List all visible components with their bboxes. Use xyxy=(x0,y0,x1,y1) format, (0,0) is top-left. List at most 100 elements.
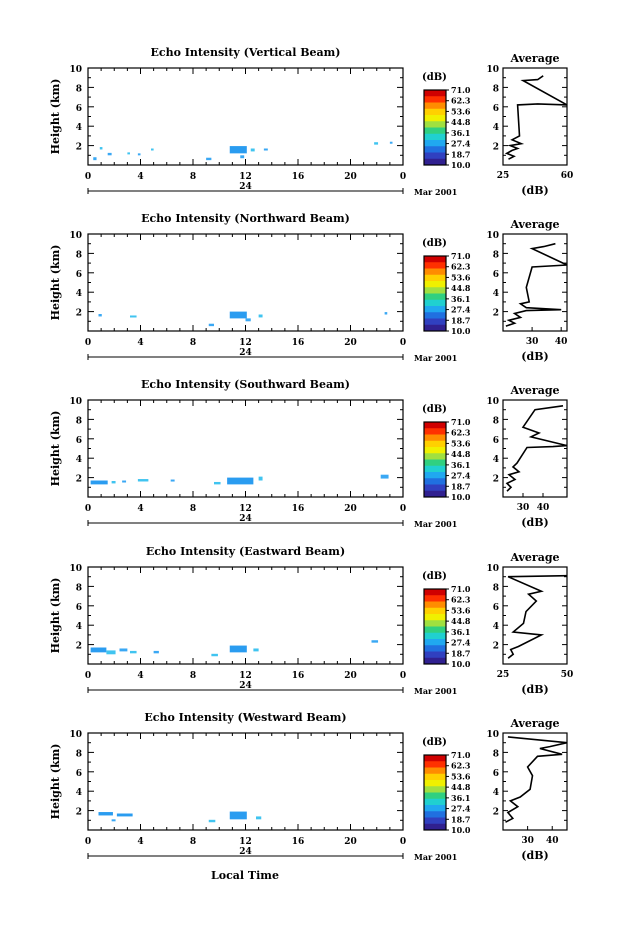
colorbar-band xyxy=(424,133,446,141)
echo-patch xyxy=(208,323,214,327)
echo-patch xyxy=(208,819,216,823)
colorbar-level: 10.0 xyxy=(451,825,471,835)
x-tick-label: 0 xyxy=(85,172,91,182)
echo-patch xyxy=(245,318,251,322)
avg-frame xyxy=(502,732,568,831)
colorbar-band xyxy=(424,306,446,313)
colorbar-level: 53.6 xyxy=(451,438,471,448)
colorbar-level: 18.7 xyxy=(451,648,470,658)
colorbar-level: 10.0 xyxy=(451,492,471,502)
avg-y-tick-label: 6 xyxy=(493,603,499,613)
colorbar-level: 10.0 xyxy=(451,160,471,170)
y-tick-label: 4 xyxy=(76,788,82,798)
x-tick-label: 20 xyxy=(344,338,357,348)
panel-title: Echo Intensity (Northward Beam) xyxy=(141,212,350,225)
x-tick-label: 8 xyxy=(190,671,196,681)
x-tick-label: 0 xyxy=(85,837,91,847)
x-tick-label: 12 xyxy=(239,837,252,847)
colorbar-band xyxy=(424,127,446,135)
x-tick-label: 8 xyxy=(190,338,196,348)
x-tick-label: 12 xyxy=(239,504,252,514)
y-tick-label: 4 xyxy=(76,455,82,465)
echo-patch xyxy=(250,148,255,152)
avg-x-tick-label: 30 xyxy=(521,836,534,846)
avg-y-tick-label: 10 xyxy=(486,564,499,574)
y-axis-label: Height (km) xyxy=(49,79,62,155)
echo-patch xyxy=(229,811,247,820)
panel-title: Echo Intensity (Eastward Beam) xyxy=(146,545,345,558)
colorbar-level: 53.6 xyxy=(451,106,471,116)
colorbar-unit: (dB) xyxy=(422,737,447,748)
colorbar-band xyxy=(424,115,446,122)
echo-patch xyxy=(111,480,116,484)
colorbar-band xyxy=(424,262,446,269)
colorbar-band xyxy=(424,773,446,781)
avg-x-tick-label: 40 xyxy=(546,836,559,846)
colorbar-band xyxy=(424,324,446,332)
echo-patch xyxy=(389,141,393,144)
colorbar-band xyxy=(424,108,446,116)
colorbar-level: 62.3 xyxy=(451,595,471,605)
colorbar-band xyxy=(424,281,446,288)
x-tick-label: 0 xyxy=(85,504,91,514)
avg-profile-line xyxy=(507,574,568,659)
colorbar-level: 53.6 xyxy=(451,771,471,781)
avg-x-label: (dB) xyxy=(521,184,548,197)
avg-y-tick-label: 4 xyxy=(493,788,499,798)
y-tick-label: 8 xyxy=(76,583,82,593)
x-tick-label: 0 xyxy=(400,172,406,182)
avg-x-tick-label: 40 xyxy=(537,503,550,513)
avg-y-tick-label: 10 xyxy=(486,730,499,740)
avg-x-tick-label: 30 xyxy=(517,503,530,513)
avg-y-tick-label: 2 xyxy=(493,143,499,153)
x-tick-label: 4 xyxy=(137,837,143,847)
panel-title: Echo Intensity (Vertical Beam) xyxy=(150,46,340,59)
y-tick-label: 8 xyxy=(76,749,82,759)
avg-y-tick-label: 2 xyxy=(493,475,499,485)
colorbar-level: 27.4 xyxy=(451,139,471,149)
avg-x-tick-label: 50 xyxy=(561,670,574,680)
y-tick-label: 10 xyxy=(69,231,82,241)
x-tick-label: 16 xyxy=(292,338,305,348)
x-tick-label: 0 xyxy=(400,671,406,681)
avg-title: Average xyxy=(509,218,559,231)
colorbar-level: 62.3 xyxy=(451,428,471,438)
x-tick-label: 4 xyxy=(137,338,143,348)
colorbar-level: 62.3 xyxy=(451,262,471,272)
y-tick-label: 10 xyxy=(69,397,82,407)
date-label: Mar 2001 xyxy=(414,187,457,197)
avg-y-tick-label: 8 xyxy=(493,84,499,94)
colorbar-level: 36.1 xyxy=(451,294,470,304)
echo-patch xyxy=(99,147,103,150)
colorbar-band xyxy=(424,312,446,319)
echo-patch xyxy=(122,480,127,483)
echo-patch xyxy=(229,146,247,154)
y-tick-label: 6 xyxy=(76,603,82,613)
colorbar-band xyxy=(424,595,446,602)
panel-3: Echo Intensity (Eastward Beam) 0 4 8 12 16 20 0… xyxy=(49,545,573,696)
colorbar-band xyxy=(424,817,446,825)
colorbar-band xyxy=(424,318,446,326)
avg-x-tick-label: 60 xyxy=(561,171,574,181)
avg-profile-line xyxy=(505,405,568,492)
colorbar-level: 71.0 xyxy=(451,85,471,95)
colorbar-level: 53.6 xyxy=(451,272,471,282)
x-tick-label: 8 xyxy=(190,837,196,847)
colorbar-level: 62.3 xyxy=(451,96,471,106)
x-tick-label: 0 xyxy=(85,338,91,348)
colorbar-band xyxy=(424,755,446,762)
echo-patch xyxy=(170,479,175,482)
colorbar-level: 27.4 xyxy=(451,471,471,481)
colorbar-band xyxy=(424,601,446,609)
avg-title: Average xyxy=(509,52,559,65)
colorbar-band xyxy=(424,268,446,276)
echo-patch xyxy=(374,142,379,145)
colorbar-band xyxy=(424,607,446,615)
echo-patch xyxy=(240,155,245,159)
avg-profile-line xyxy=(505,736,568,823)
x-tick-label: 8 xyxy=(190,504,196,514)
y-tick-label: 2 xyxy=(76,808,82,818)
avg-x-tick-label: 25 xyxy=(497,670,510,680)
x-tick-label: 16 xyxy=(292,837,305,847)
echo-patch xyxy=(127,152,130,155)
